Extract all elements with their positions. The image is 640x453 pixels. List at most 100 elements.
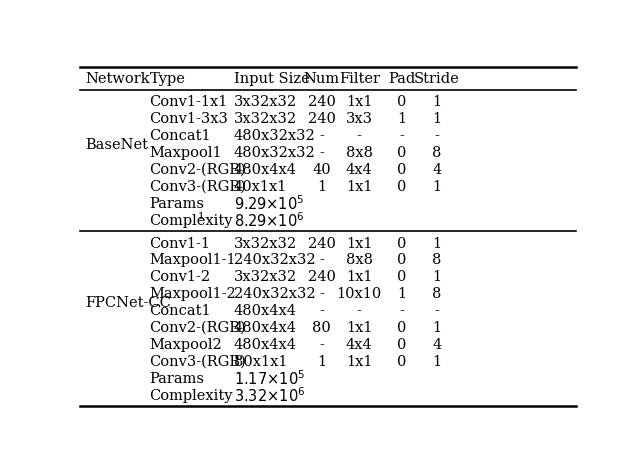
Text: Concat1: Concat1 xyxy=(150,129,211,143)
Text: 1: 1 xyxy=(317,180,326,194)
Text: 480x4x4: 480x4x4 xyxy=(234,338,297,352)
Text: 40x1x1: 40x1x1 xyxy=(234,180,287,194)
Text: Conv2-(RGB): Conv2-(RGB) xyxy=(150,163,246,177)
Text: 0: 0 xyxy=(397,254,406,267)
Text: 4x4: 4x4 xyxy=(346,163,372,177)
Text: 4: 4 xyxy=(433,338,442,352)
Text: 1: 1 xyxy=(397,287,406,301)
Text: 3x32x32: 3x32x32 xyxy=(234,236,297,251)
Text: -: - xyxy=(357,129,362,143)
Text: Filter: Filter xyxy=(339,72,380,86)
Text: 1x1: 1x1 xyxy=(346,355,372,369)
Text: Pad: Pad xyxy=(388,72,415,86)
Text: -: - xyxy=(319,146,324,160)
Text: Num: Num xyxy=(303,72,340,86)
Text: 4: 4 xyxy=(433,163,442,177)
Text: 1: 1 xyxy=(433,180,442,194)
Text: -: - xyxy=(399,304,404,318)
Text: Type: Type xyxy=(150,72,186,86)
Text: 1: 1 xyxy=(433,270,442,284)
Text: 0: 0 xyxy=(397,321,406,335)
Text: Input Size: Input Size xyxy=(234,72,310,86)
Text: Conv3-(RGB): Conv3-(RGB) xyxy=(150,355,246,369)
Text: 240x32x32: 240x32x32 xyxy=(234,254,316,267)
Text: 80: 80 xyxy=(312,321,331,335)
Text: 3x32x32: 3x32x32 xyxy=(234,112,297,126)
Text: 8: 8 xyxy=(433,287,442,301)
Text: 1: 1 xyxy=(433,355,442,369)
Text: -: - xyxy=(399,129,404,143)
Text: 10x10: 10x10 xyxy=(337,287,382,301)
Text: 240x32x32: 240x32x32 xyxy=(234,287,316,301)
Text: 1: 1 xyxy=(433,112,442,126)
Text: 0: 0 xyxy=(397,96,406,110)
Text: 0: 0 xyxy=(397,236,406,251)
Text: 8x8: 8x8 xyxy=(346,254,372,267)
Text: 1: 1 xyxy=(198,212,205,221)
Text: Complexity: Complexity xyxy=(150,214,233,228)
Text: 480x4x4: 480x4x4 xyxy=(234,304,297,318)
Text: 480x32x32: 480x32x32 xyxy=(234,146,316,160)
Text: Conv1-1: Conv1-1 xyxy=(150,236,211,251)
Text: 240: 240 xyxy=(308,236,335,251)
Text: -: - xyxy=(357,304,362,318)
Text: $9.29{\times}10^5$: $9.29{\times}10^5$ xyxy=(234,195,304,213)
Text: -: - xyxy=(319,338,324,352)
Text: 480x4x4: 480x4x4 xyxy=(234,163,297,177)
Text: 1x1: 1x1 xyxy=(346,96,372,110)
Text: 1: 1 xyxy=(433,321,442,335)
Text: 8: 8 xyxy=(433,146,442,160)
Text: 4x4: 4x4 xyxy=(346,338,372,352)
Text: 1x1: 1x1 xyxy=(346,180,372,194)
Text: 3x32x32: 3x32x32 xyxy=(234,270,297,284)
Text: Maxpool1-1: Maxpool1-1 xyxy=(150,254,236,267)
Text: 0: 0 xyxy=(397,355,406,369)
Text: 1x1: 1x1 xyxy=(346,321,372,335)
Text: FPCNet-CC: FPCNet-CC xyxy=(85,296,171,310)
Text: 40: 40 xyxy=(312,163,331,177)
Text: 0: 0 xyxy=(397,180,406,194)
Text: Concat1: Concat1 xyxy=(150,304,211,318)
Text: -: - xyxy=(319,287,324,301)
Text: Complexity: Complexity xyxy=(150,389,233,403)
Text: Params: Params xyxy=(150,372,204,386)
Text: 8x8: 8x8 xyxy=(346,146,372,160)
Text: 480x32x32: 480x32x32 xyxy=(234,129,316,143)
Text: Maxpool1-2: Maxpool1-2 xyxy=(150,287,236,301)
Text: -: - xyxy=(435,304,440,318)
Text: 1x1: 1x1 xyxy=(346,236,372,251)
Text: $8.29{\times}10^6$: $8.29{\times}10^6$ xyxy=(234,212,304,230)
Text: Stride: Stride xyxy=(414,72,460,86)
Text: Maxpool2: Maxpool2 xyxy=(150,338,222,352)
Text: $1.17{\times}10^5$: $1.17{\times}10^5$ xyxy=(234,370,305,388)
Text: 0: 0 xyxy=(397,146,406,160)
Text: -: - xyxy=(319,129,324,143)
Text: 1: 1 xyxy=(433,236,442,251)
Text: 0: 0 xyxy=(397,270,406,284)
Text: 1x1: 1x1 xyxy=(346,270,372,284)
Text: Conv3-(RGB): Conv3-(RGB) xyxy=(150,180,246,194)
Text: Maxpool1: Maxpool1 xyxy=(150,146,222,160)
Text: Network: Network xyxy=(85,72,150,86)
Text: -: - xyxy=(319,304,324,318)
Text: Params: Params xyxy=(150,197,204,211)
Text: $3.32{\times}10^6$: $3.32{\times}10^6$ xyxy=(234,386,305,405)
Text: -: - xyxy=(319,254,324,267)
Text: 240: 240 xyxy=(308,112,335,126)
Text: 240: 240 xyxy=(308,96,335,110)
Text: BaseNet: BaseNet xyxy=(85,138,148,152)
Text: 0: 0 xyxy=(397,163,406,177)
Text: 3x3: 3x3 xyxy=(346,112,372,126)
Text: 480x4x4: 480x4x4 xyxy=(234,321,297,335)
Text: 80x1x1: 80x1x1 xyxy=(234,355,287,369)
Text: 240: 240 xyxy=(308,270,335,284)
Text: Conv1-3x3: Conv1-3x3 xyxy=(150,112,228,126)
Text: Conv1-1x1: Conv1-1x1 xyxy=(150,96,228,110)
Text: 1: 1 xyxy=(317,355,326,369)
Text: 8: 8 xyxy=(433,254,442,267)
Text: 0: 0 xyxy=(397,338,406,352)
Text: Conv2-(RGB): Conv2-(RGB) xyxy=(150,321,246,335)
Text: 3x32x32: 3x32x32 xyxy=(234,96,297,110)
Text: 1: 1 xyxy=(433,96,442,110)
Text: -: - xyxy=(435,129,440,143)
